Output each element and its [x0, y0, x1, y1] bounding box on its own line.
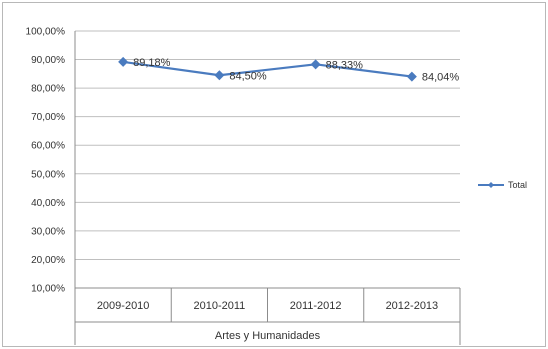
y-tick-label: 60,00%: [31, 141, 65, 152]
x-category-label: 2010-2011: [193, 300, 245, 312]
y-tick-label: 90,00%: [31, 55, 65, 66]
legend-label-total: Total: [508, 180, 527, 190]
data-point-marker: [214, 70, 225, 81]
legend-marker-total: [488, 182, 494, 188]
x-group-label: Artes y Humanidades: [215, 330, 321, 342]
y-tick-label: 10,00%: [31, 284, 65, 295]
data-label: 88,33%: [326, 59, 364, 71]
data-label: 84,04%: [422, 72, 460, 84]
y-tick-label: 80,00%: [31, 84, 65, 95]
x-category-labels: 2009-2010 2010-2011 2011-2012 2012-2013: [97, 300, 438, 312]
x-category-label: 2009-2010: [97, 300, 150, 312]
x-category-label: 2012-2013: [386, 300, 439, 312]
data-point-marker: [310, 59, 321, 70]
y-tick-label: 50,00%: [31, 169, 65, 180]
legend: Total: [478, 180, 527, 190]
gridlines: [75, 30, 460, 260]
y-tick-label: 100,00%: [26, 27, 66, 38]
data-label: 89,18%: [133, 57, 171, 69]
axes: [74, 31, 461, 345]
data-point-marker: [118, 56, 129, 67]
series-total: 89,18% 84,50% 88,33% 84,04%: [118, 56, 460, 84]
y-tick-label: 70,00%: [31, 112, 65, 123]
y-tick-labels: 100,00% 90,00% 80,00% 70,00% 60,00% 50,00% 40,…: [26, 27, 66, 295]
y-tick-label: 40,00%: [31, 198, 65, 209]
series-line-total: [122, 60, 413, 78]
data-label: 84,50%: [229, 70, 267, 82]
x-category-label: 2011-2012: [290, 300, 342, 312]
y-tick-label: 20,00%: [31, 255, 65, 266]
y-tick-label: 30,00%: [31, 226, 65, 237]
data-point-marker: [406, 71, 417, 82]
